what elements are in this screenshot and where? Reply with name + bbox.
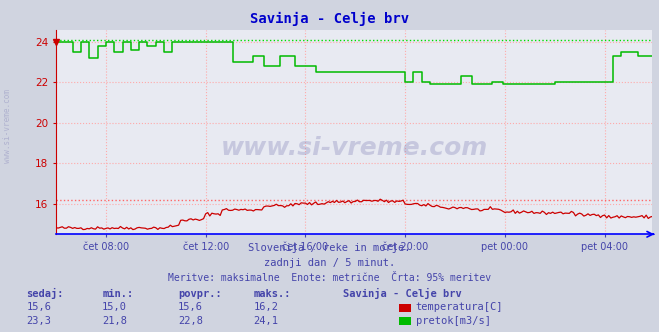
Text: min.:: min.:: [102, 289, 133, 299]
Text: pretok[m3/s]: pretok[m3/s]: [416, 316, 491, 326]
Text: 15,6: 15,6: [26, 302, 51, 312]
Text: 16,2: 16,2: [254, 302, 279, 312]
Text: Meritve: maksimalne  Enote: metrične  Črta: 95% meritev: Meritve: maksimalne Enote: metrične Črta…: [168, 273, 491, 283]
Text: 15,0: 15,0: [102, 302, 127, 312]
Text: maks.:: maks.:: [254, 289, 291, 299]
Text: www.si-vreme.com: www.si-vreme.com: [3, 89, 13, 163]
Text: 15,6: 15,6: [178, 302, 203, 312]
Text: Savinja - Celje brv: Savinja - Celje brv: [343, 288, 461, 299]
Text: Slovenija / reke in morje.: Slovenija / reke in morje.: [248, 243, 411, 253]
Text: sedaj:: sedaj:: [26, 288, 64, 299]
Text: 22,8: 22,8: [178, 316, 203, 326]
Text: 23,3: 23,3: [26, 316, 51, 326]
Text: 21,8: 21,8: [102, 316, 127, 326]
Text: 24,1: 24,1: [254, 316, 279, 326]
Text: Savinja - Celje brv: Savinja - Celje brv: [250, 12, 409, 26]
Text: temperatura[C]: temperatura[C]: [416, 302, 503, 312]
Text: zadnji dan / 5 minut.: zadnji dan / 5 minut.: [264, 258, 395, 268]
Text: povpr.:: povpr.:: [178, 289, 221, 299]
Text: www.si-vreme.com: www.si-vreme.com: [221, 136, 488, 160]
